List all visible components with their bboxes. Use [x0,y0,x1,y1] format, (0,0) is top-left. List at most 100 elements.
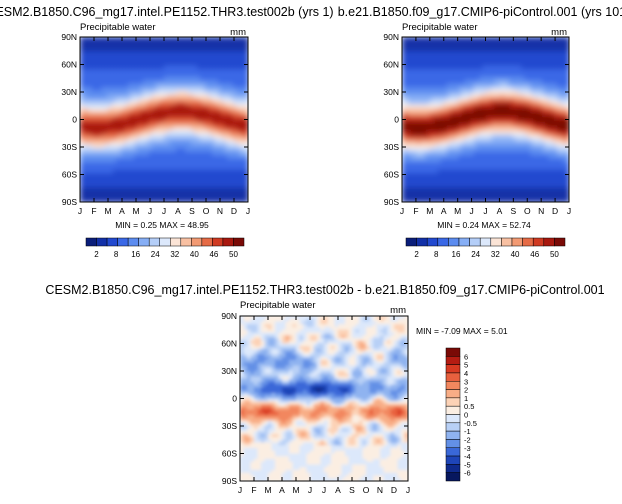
field-cell [239,123,243,128]
field-cell [419,180,424,185]
field-cell [458,169,463,174]
field-cell [482,169,487,174]
field-cell [509,97,513,103]
field-cell [98,58,102,63]
field-cell [83,123,87,128]
field-cell [89,94,93,99]
field-cell [458,97,463,103]
field-cell [545,101,549,106]
field-cell [449,169,454,174]
field-cell [233,69,237,74]
field-cell [143,44,147,49]
field-cell [530,141,534,146]
field-cell [125,105,129,110]
field-cell [539,65,543,70]
field-cell [539,97,543,103]
field-cell [86,176,90,182]
field-cell [431,162,436,167]
field-cell [485,162,490,167]
field-cell [122,94,126,99]
field-cell [116,87,120,92]
field-cell [455,155,460,160]
field-cell [533,155,537,160]
field-cell [557,83,561,88]
field-cell [539,105,543,110]
field-cell [428,151,433,156]
field-cell [113,144,117,149]
field-cell [404,54,409,60]
field-cell [245,108,248,113]
field-cell [164,130,168,135]
field-cell [128,58,132,63]
field-cell [419,80,424,85]
field-cell [443,130,448,135]
field-cell [404,155,409,160]
field-cell [176,126,180,131]
field-cell [548,90,552,95]
field-cell [431,123,436,128]
field-cell [215,166,219,171]
field-cell [104,115,108,121]
field-cell [92,97,96,103]
field-cell [122,187,126,192]
field-cell [524,133,528,139]
field-cell [431,151,436,156]
field-cell [512,173,516,178]
field-cell [461,51,466,56]
field-cell [542,90,546,95]
field-cell [539,76,543,81]
field-cell [485,44,490,49]
field-cell [230,119,234,124]
field-cell [416,162,421,167]
field-cell [566,169,569,174]
field-cell [539,173,543,178]
field-cell [542,176,546,182]
field-cell [167,151,171,156]
field-cell [203,40,207,45]
field-cell [548,44,552,49]
field-cell [140,126,144,131]
field-cell [446,166,451,171]
field-cell [236,105,240,110]
field-cell [191,87,195,92]
field-cell [86,194,90,200]
field-cell [134,187,138,192]
field-cell [227,166,231,171]
field-cell [158,90,162,95]
field-cell [548,62,552,67]
field-cell [476,54,481,60]
field-cell [491,126,496,131]
field-cell [95,37,99,42]
field-cell [428,130,433,135]
field-cell [200,155,204,160]
field-cell [164,158,168,164]
field-cell [230,133,234,139]
field-cell [494,101,499,106]
field-cell [488,83,493,88]
field-cell [491,144,496,149]
field-cell [146,130,150,135]
field-cell [131,144,135,149]
field-cell [431,180,436,185]
field-cell [449,130,454,135]
field-cell [149,148,153,153]
field-cell [80,123,84,128]
field-cell [542,105,546,110]
field-cell [419,130,424,135]
field-cell [119,51,123,56]
field-cell [239,76,243,81]
field-cell [128,115,132,121]
field-cell [539,155,543,160]
field-cell [98,37,102,42]
field-cell [122,115,126,121]
field-cell [500,176,504,182]
field-cell [179,155,183,160]
field-cell [512,58,516,63]
field-cell [170,180,174,185]
field-cell [179,191,183,196]
field-cell [125,51,129,56]
field-cell [425,112,430,117]
field-cell [509,72,513,78]
field-cell [200,187,204,192]
field-cell [446,37,451,42]
